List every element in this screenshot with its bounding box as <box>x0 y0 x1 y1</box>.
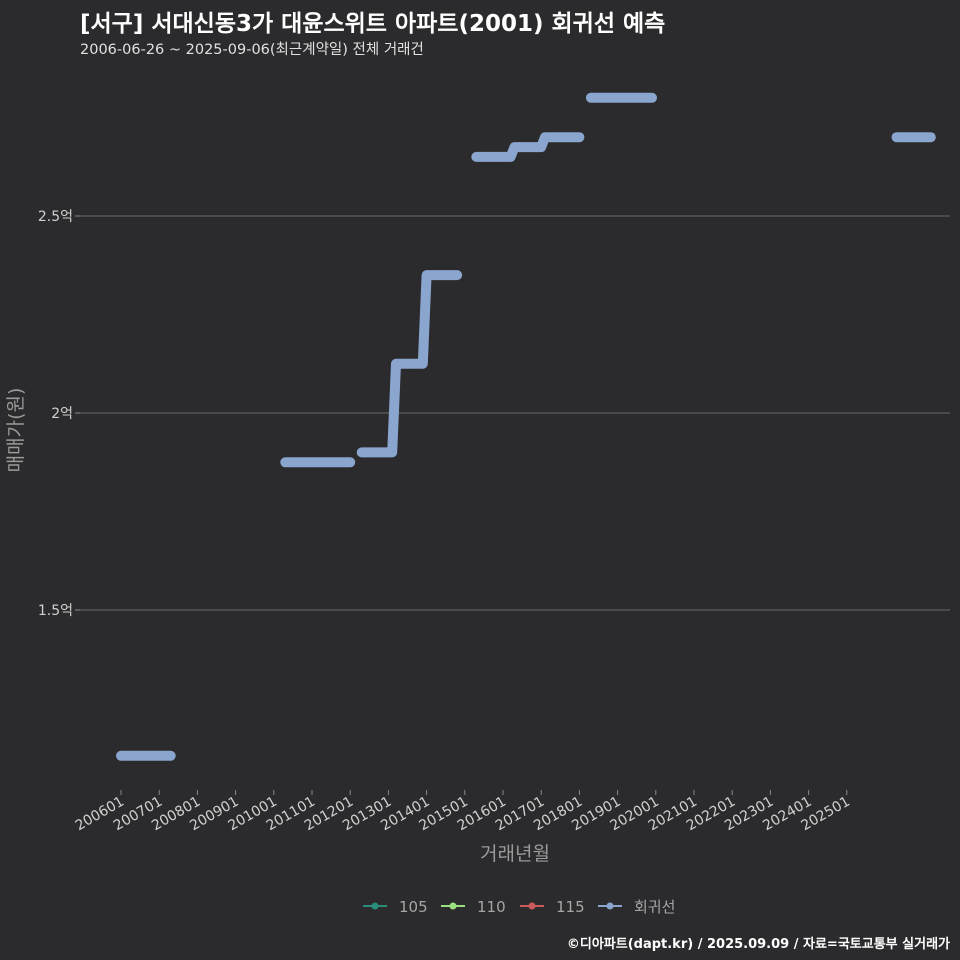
series-layer <box>116 92 936 761</box>
legend-swatch-dot-1 <box>449 902 457 910</box>
legend-item-2: 115 <box>520 898 585 916</box>
legend-item-1: 110 <box>441 898 506 916</box>
x-axis-label: 거래년월 <box>480 843 550 865</box>
grid-lines <box>80 215 950 611</box>
legend-item-0: 105 <box>363 898 428 916</box>
legend-label-0: 105 <box>399 898 428 916</box>
regression-segment-2 <box>356 270 463 458</box>
legend-swatch-dot-3 <box>606 902 614 910</box>
y-axis-label: 매매가(원) <box>5 388 27 473</box>
legend: 105 110 115 회귀선 <box>363 898 675 916</box>
chart-title: [서구] 서대신동3가 대윤스위트 아파트(2001) 회귀선 예측 <box>80 11 666 37</box>
legend-label-2: 115 <box>556 898 585 916</box>
chart-subtitle: 2006-06-26 ~ 2025-09-06(최근계약일) 전체 거래건 <box>80 42 424 58</box>
ytick-label-2: 2.5억 <box>38 209 73 225</box>
ytick-label-1: 2억 <box>51 406 73 422</box>
legend-swatch-dot-0 <box>371 902 379 910</box>
y-axis-ticks: 1.5억 2억 2.5억 <box>38 209 80 619</box>
footer-credit: ©디아파트(dapt.kr) / 2025.09.09 / 자료=국토교통부 실… <box>566 937 950 952</box>
ytick-label-0: 1.5억 <box>38 603 73 619</box>
regression-segment-3 <box>471 132 585 162</box>
x-axis-ticks: 2006012007012008012009012010012011012012… <box>73 790 853 834</box>
legend-swatch-dot-2 <box>528 902 536 910</box>
legend-item-3: 회귀선 <box>598 898 675 916</box>
legend-label-1: 110 <box>477 898 506 916</box>
legend-label-3: 회귀선 <box>634 898 675 916</box>
